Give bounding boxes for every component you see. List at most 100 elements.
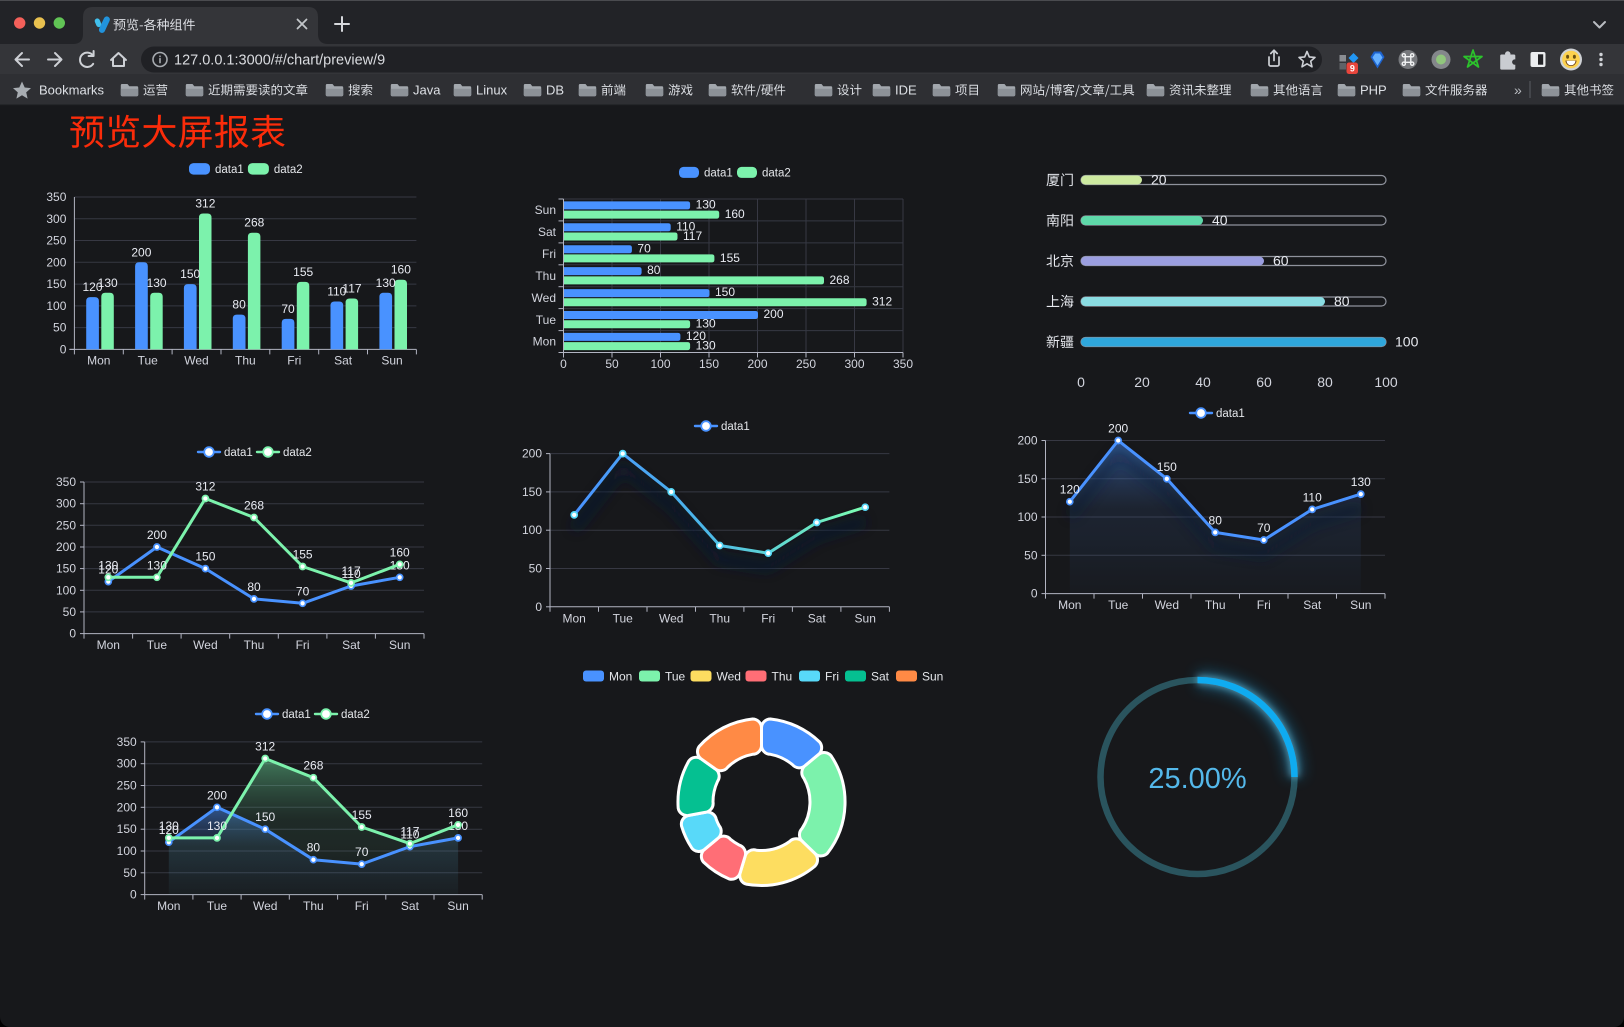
svg-text:Sat: Sat bbox=[401, 899, 420, 913]
svg-text:Fri: Fri bbox=[761, 611, 775, 625]
svg-text:120: 120 bbox=[159, 823, 179, 837]
svg-text:155: 155 bbox=[293, 548, 313, 562]
svg-text:250: 250 bbox=[796, 357, 816, 371]
svg-text:200: 200 bbox=[46, 255, 66, 269]
svg-text:data2: data2 bbox=[274, 164, 303, 176]
svg-text:Java: Java bbox=[413, 83, 441, 98]
svg-text:Wed: Wed bbox=[717, 670, 741, 684]
svg-text:data2: data2 bbox=[341, 709, 370, 721]
svg-text:0: 0 bbox=[535, 600, 542, 614]
svg-text:Mon: Mon bbox=[609, 670, 632, 684]
svg-text:Fri: Fri bbox=[355, 899, 369, 913]
svg-text:0: 0 bbox=[60, 342, 67, 356]
svg-text:117: 117 bbox=[342, 282, 361, 296]
svg-text:50: 50 bbox=[63, 605, 77, 619]
svg-text:150: 150 bbox=[195, 550, 215, 564]
svg-text:50: 50 bbox=[529, 562, 543, 576]
svg-text:PHP: PHP bbox=[1360, 83, 1387, 98]
svg-text:9: 9 bbox=[1350, 64, 1355, 74]
svg-text:130: 130 bbox=[376, 276, 396, 290]
svg-text:120: 120 bbox=[98, 563, 118, 577]
svg-text:300: 300 bbox=[46, 212, 66, 226]
svg-text:Thu: Thu bbox=[303, 899, 324, 913]
svg-text:100: 100 bbox=[650, 357, 670, 371]
svg-text:350: 350 bbox=[893, 357, 913, 371]
svg-text:160: 160 bbox=[391, 263, 411, 277]
svg-text:312: 312 bbox=[195, 480, 215, 494]
svg-text:200: 200 bbox=[764, 307, 784, 321]
svg-text:150: 150 bbox=[117, 822, 137, 836]
svg-text:300: 300 bbox=[117, 757, 137, 771]
svg-text:80: 80 bbox=[1317, 374, 1333, 390]
svg-text:200: 200 bbox=[117, 800, 137, 814]
svg-text:25.00%: 25.00% bbox=[1148, 763, 1246, 795]
svg-text:80: 80 bbox=[1334, 293, 1350, 309]
svg-text:200: 200 bbox=[1108, 422, 1128, 436]
svg-text:200: 200 bbox=[147, 528, 167, 542]
svg-text:300: 300 bbox=[844, 357, 864, 371]
svg-text:Mon: Mon bbox=[533, 335, 556, 349]
svg-text:110: 110 bbox=[1303, 490, 1322, 504]
svg-text:Wed: Wed bbox=[659, 611, 683, 625]
svg-text:150: 150 bbox=[180, 267, 200, 281]
svg-text:100: 100 bbox=[1374, 374, 1398, 390]
svg-text:70: 70 bbox=[296, 584, 310, 598]
svg-text:Tue: Tue bbox=[1108, 598, 1129, 612]
svg-text:268: 268 bbox=[244, 216, 264, 230]
svg-text:Sun: Sun bbox=[389, 638, 410, 652]
svg-text:150: 150 bbox=[522, 485, 542, 499]
svg-text:312: 312 bbox=[872, 295, 892, 309]
svg-text:155: 155 bbox=[352, 808, 372, 822]
svg-text:50: 50 bbox=[53, 321, 67, 335]
svg-text:268: 268 bbox=[303, 759, 323, 773]
svg-text:20: 20 bbox=[1134, 374, 1150, 390]
svg-text:Mon: Mon bbox=[157, 899, 180, 913]
svg-text:150: 150 bbox=[1017, 472, 1037, 486]
svg-text:110: 110 bbox=[400, 828, 419, 842]
svg-text:Fri: Fri bbox=[1257, 598, 1271, 612]
svg-text:100: 100 bbox=[522, 523, 542, 537]
svg-text:Tue: Tue bbox=[613, 611, 634, 625]
svg-text:130: 130 bbox=[207, 819, 227, 833]
svg-text:80: 80 bbox=[307, 841, 321, 855]
svg-text:0: 0 bbox=[69, 627, 76, 641]
svg-text:0: 0 bbox=[560, 357, 567, 371]
svg-text:130: 130 bbox=[98, 558, 118, 572]
svg-text:Fri: Fri bbox=[296, 638, 310, 652]
svg-text:0: 0 bbox=[1077, 374, 1085, 390]
svg-text:Thu: Thu bbox=[235, 353, 256, 367]
svg-text:Mon: Mon bbox=[87, 353, 110, 367]
svg-text:Sat: Sat bbox=[538, 225, 557, 239]
svg-text:Thu: Thu bbox=[535, 269, 556, 283]
svg-text:268: 268 bbox=[244, 499, 264, 513]
svg-text:110: 110 bbox=[676, 219, 695, 233]
svg-text:130: 130 bbox=[147, 558, 167, 572]
svg-text:200: 200 bbox=[747, 357, 767, 371]
svg-text:data1: data1 bbox=[1216, 408, 1245, 420]
svg-text:Sun: Sun bbox=[1350, 598, 1371, 612]
svg-text:Fri: Fri bbox=[542, 247, 556, 261]
svg-text:130: 130 bbox=[696, 198, 716, 212]
svg-text:130: 130 bbox=[98, 276, 118, 290]
svg-text:Mon: Mon bbox=[97, 638, 120, 652]
svg-text:60: 60 bbox=[1273, 253, 1289, 269]
svg-text:155: 155 bbox=[293, 265, 313, 279]
svg-text:data1: data1 bbox=[215, 164, 244, 176]
svg-text:80: 80 bbox=[647, 263, 661, 277]
svg-text:data2: data2 bbox=[283, 447, 312, 459]
svg-text:40: 40 bbox=[1212, 212, 1228, 228]
svg-text:Wed: Wed bbox=[193, 638, 217, 652]
svg-text:150: 150 bbox=[255, 810, 275, 824]
svg-text:0: 0 bbox=[130, 888, 137, 902]
svg-text:130: 130 bbox=[147, 276, 167, 290]
svg-text:data1: data1 bbox=[721, 421, 750, 433]
svg-text:250: 250 bbox=[117, 779, 137, 793]
svg-text:120: 120 bbox=[686, 329, 706, 343]
svg-text:120: 120 bbox=[1060, 483, 1080, 497]
svg-text:100: 100 bbox=[1395, 334, 1419, 350]
svg-text:200: 200 bbox=[207, 788, 227, 802]
svg-text:20: 20 bbox=[1151, 172, 1167, 188]
svg-text:80: 80 bbox=[1209, 513, 1223, 527]
svg-text:350: 350 bbox=[46, 190, 66, 204]
svg-text:Mon: Mon bbox=[1058, 598, 1081, 612]
